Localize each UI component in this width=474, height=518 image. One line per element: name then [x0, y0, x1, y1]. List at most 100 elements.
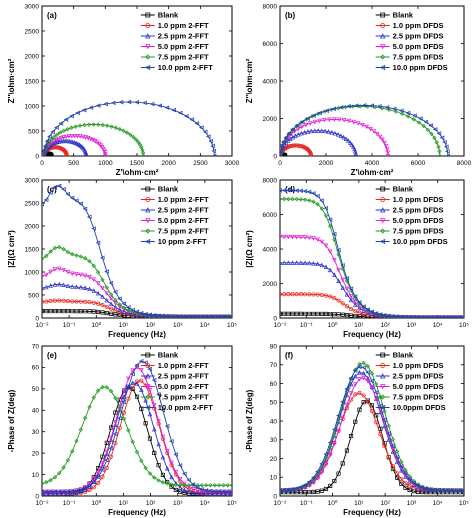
- legend-marker: [145, 54, 151, 60]
- data-point: [220, 314, 226, 318]
- data-point: [384, 147, 390, 152]
- legend-label: 5.0 ppm DFDS: [393, 42, 444, 51]
- data-point: [326, 129, 331, 134]
- data-point: [332, 478, 337, 484]
- data-point: [207, 488, 213, 494]
- y-axis-label: -Phase of Z(deg): [7, 389, 16, 452]
- data-point: [173, 470, 179, 475]
- data-point: [91, 485, 96, 490]
- y-tick-label: 3000: [25, 3, 40, 10]
- data-point: [160, 454, 166, 460]
- data-point: [100, 474, 105, 479]
- x-tick-label: 10⁵: [459, 322, 469, 329]
- legend-marker: [144, 404, 151, 411]
- data-point: [48, 299, 53, 304]
- data-point: [444, 315, 450, 318]
- data-point: [48, 269, 53, 275]
- data-point: [139, 368, 144, 373]
- chart-panel-b: 0 2000 4000 6000 8000 0 2000 4000 6000 8000 Z'\ohm…: [245, 3, 472, 177]
- legend-marker: [380, 352, 386, 358]
- legend-label: 5.0 ppm 2-FFT: [158, 42, 209, 51]
- data-point: [69, 195, 75, 201]
- data-point: [307, 483, 312, 488]
- y-tick-label: 30: [270, 437, 278, 444]
- data-point: [54, 132, 60, 137]
- data-point: [443, 144, 449, 149]
- data-point: [374, 420, 379, 425]
- data-point: [113, 308, 118, 313]
- y-tick-label: 0: [35, 153, 39, 160]
- data-point: [183, 113, 189, 119]
- data-point: [70, 252, 75, 257]
- data-point: [190, 314, 196, 318]
- data-point: [134, 362, 140, 368]
- data-point: [61, 465, 66, 470]
- y-tick-label: 6000: [263, 41, 278, 48]
- data-point: [332, 440, 337, 445]
- data-point: [57, 244, 62, 250]
- x-tick-label: 10³: [407, 322, 417, 329]
- data-point: [42, 285, 45, 291]
- data-point: [69, 284, 75, 289]
- data-point: [74, 272, 79, 277]
- data-point: [44, 284, 49, 290]
- data-point: [143, 421, 148, 426]
- y-tick-label: 4000: [263, 246, 278, 253]
- data-point: [108, 280, 114, 286]
- legend-marker: [380, 218, 386, 224]
- data-point: [386, 431, 391, 436]
- data-point: [398, 314, 404, 318]
- data-point: [319, 461, 324, 467]
- data-point: [303, 122, 309, 128]
- data-point: [78, 284, 84, 290]
- data-point: [322, 128, 328, 134]
- data-point: [52, 309, 58, 314]
- x-tick-label: 10²: [146, 500, 156, 507]
- data-point: [294, 234, 299, 240]
- x-tick-label: 10¹: [119, 322, 129, 329]
- data-point: [423, 486, 429, 491]
- data-point: [186, 487, 191, 492]
- x-axis-label: Frequency (Hz): [343, 508, 401, 517]
- data-point: [280, 196, 283, 202]
- data-point: [402, 314, 408, 318]
- data-point: [42, 309, 45, 314]
- data-point: [348, 381, 354, 387]
- data-point: [42, 153, 46, 156]
- data-point: [302, 482, 308, 488]
- legend-marker: [145, 23, 151, 28]
- data-point: [319, 262, 325, 268]
- data-point: [361, 400, 366, 405]
- data-point: [386, 454, 391, 459]
- data-point: [78, 309, 83, 314]
- data-point: [86, 122, 92, 127]
- legend-label: Blank: [393, 185, 414, 194]
- data-point: [407, 314, 412, 318]
- data-point: [290, 311, 295, 316]
- x-tick-label: 10⁻¹: [63, 500, 77, 507]
- data-point: [286, 234, 291, 240]
- data-point: [286, 311, 291, 316]
- data-point: [353, 419, 358, 424]
- data-point: [169, 474, 174, 480]
- legend-marker: [380, 384, 386, 390]
- data-point: [100, 461, 105, 466]
- data-point: [399, 477, 404, 482]
- data-point: [299, 124, 305, 130]
- data-point: [336, 428, 341, 434]
- x-tick-label: 10⁻²: [36, 500, 50, 507]
- data-point: [113, 312, 118, 317]
- data-point: [353, 392, 358, 397]
- data-point: [394, 454, 400, 460]
- data-point: [96, 481, 101, 486]
- legend-marker: [145, 363, 151, 368]
- data-point: [61, 298, 66, 303]
- data-point: [104, 285, 109, 290]
- data-point: [126, 428, 131, 433]
- legend-label: 2.5 ppm 2-FFT: [158, 372, 209, 381]
- data-point: [91, 395, 97, 400]
- data-point: [307, 235, 312, 241]
- data-point: [303, 490, 308, 495]
- data-point: [390, 443, 395, 449]
- y-axis-label: Z''\ohm·cm²: [7, 58, 16, 103]
